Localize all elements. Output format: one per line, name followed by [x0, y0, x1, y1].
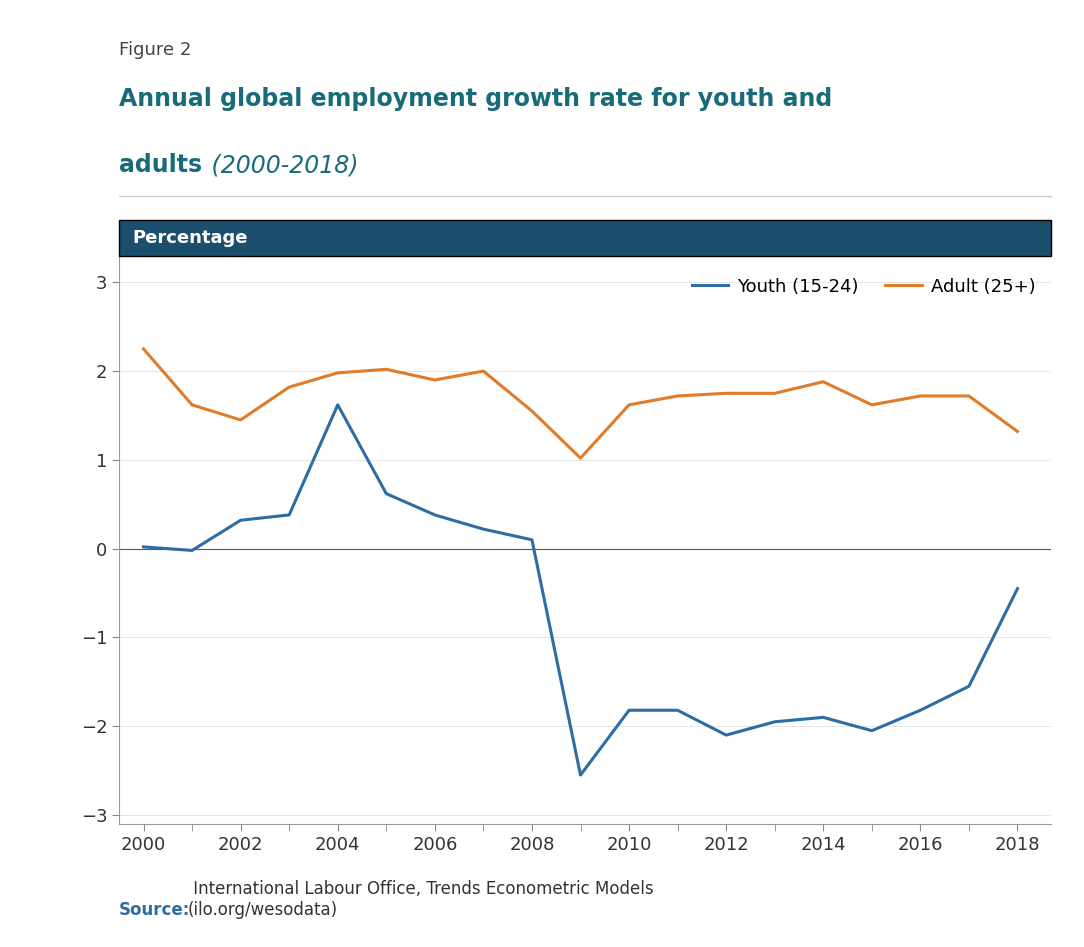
Adult (25+) [622, 400, 635, 411]
Adult (25+) [720, 387, 733, 399]
Text: International Labour Office, Trends Econometric Models
(ilo.org/wesodata): International Labour Office, Trends Econ… [188, 880, 654, 919]
Youth (15-24) [575, 769, 588, 780]
Adult (25+) [283, 382, 296, 393]
Youth (15-24) [622, 705, 635, 716]
Line: Youth (15-24): Youth (15-24) [143, 405, 1018, 775]
Adult (25+) [234, 414, 247, 425]
Youth (15-24) [185, 545, 198, 556]
Line: Adult (25+): Adult (25+) [143, 348, 1018, 458]
Adult (25+) [914, 390, 927, 402]
Legend: Youth (15-24), Adult (25+): Youth (15-24), Adult (25+) [684, 271, 1043, 303]
Adult (25+) [865, 400, 878, 411]
Text: adults: adults [119, 153, 203, 177]
Youth (15-24) [283, 509, 296, 521]
Youth (15-24) [332, 400, 345, 411]
Adult (25+) [575, 453, 588, 464]
Adult (25+) [379, 364, 392, 375]
Text: Annual global employment growth rate for youth and: Annual global employment growth rate for… [119, 87, 833, 111]
Text: (2000-2018): (2000-2018) [204, 153, 359, 177]
Adult (25+) [769, 387, 782, 399]
Youth (15-24) [963, 681, 976, 692]
Youth (15-24) [816, 712, 829, 724]
Adult (25+) [671, 390, 684, 402]
Adult (25+) [526, 405, 539, 417]
Youth (15-24) [914, 705, 927, 716]
Youth (15-24) [526, 534, 539, 545]
Adult (25+) [185, 400, 198, 411]
Adult (25+) [963, 390, 976, 402]
Text: Percentage: Percentage [132, 228, 248, 247]
Adult (25+) [332, 367, 345, 379]
Adult (25+) [137, 343, 150, 354]
Adult (25+) [477, 366, 490, 377]
Youth (15-24) [769, 716, 782, 727]
Youth (15-24) [865, 725, 878, 737]
Youth (15-24) [671, 705, 684, 716]
Youth (15-24) [137, 542, 150, 553]
Text: Figure 2: Figure 2 [119, 41, 192, 59]
Youth (15-24) [379, 488, 392, 499]
Youth (15-24) [477, 524, 490, 535]
Youth (15-24) [720, 729, 733, 741]
Adult (25+) [1011, 426, 1024, 438]
Text: Source:: Source: [119, 901, 191, 919]
Youth (15-24) [1011, 583, 1024, 595]
Adult (25+) [428, 374, 441, 385]
Adult (25+) [816, 376, 829, 387]
Youth (15-24) [428, 509, 441, 521]
Youth (15-24) [234, 514, 247, 526]
